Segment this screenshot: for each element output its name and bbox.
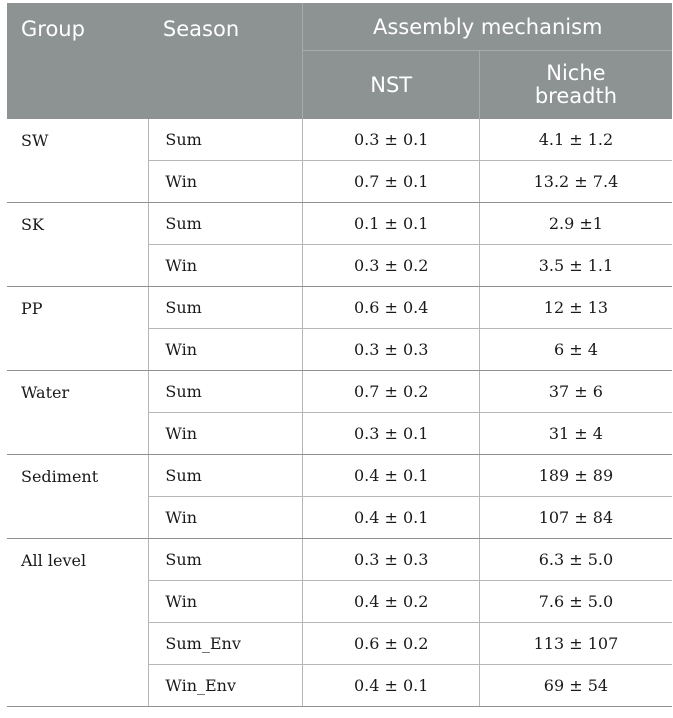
nst-cell: 0.6 ± 0.2: [302, 622, 480, 665]
table-row: Sum_Env 0.6 ± 0.2 113 ± 107: [7, 622, 672, 665]
table-row: Win 0.3 ± 0.2 3.5 ± 1.1: [7, 244, 672, 287]
nst-cell: 0.4 ± 0.1: [302, 664, 480, 707]
table-header: Group Season Assembly mechanism NST Nich…: [7, 3, 672, 119]
table-row: SW Sum 0.3 ± 0.1 4.1 ± 1.2: [7, 119, 672, 203]
nst-cell: 0.4 ± 0.1: [302, 454, 480, 497]
table-row: All level Sum 0.3 ± 0.3 6.3 ± 5.0: [7, 538, 672, 707]
nst-cell: 0.6 ± 0.4: [302, 286, 480, 329]
niche-breadth-cell: 113 ± 107: [478, 622, 672, 665]
group-cell: SW: [7, 119, 149, 203]
nst-cell: 0.7 ± 0.1: [302, 160, 480, 203]
niche-breadth-cell: 6.3 ± 5.0: [478, 538, 672, 581]
nst-cell: 0.3 ± 0.1: [302, 412, 480, 455]
niche-breadth-cell: 3.5 ± 1.1: [478, 244, 672, 287]
group-cell: Water: [7, 370, 149, 455]
nst-cell: 0.3 ± 0.1: [302, 119, 480, 161]
niche-breadth-cell: 189 ± 89: [478, 454, 672, 497]
niche-breadth-cell: 31 ± 4: [478, 412, 672, 455]
niche-breadth-cell: 37 ± 6: [478, 370, 672, 413]
header-group: Group: [7, 3, 149, 119]
nst-cell: 0.7 ± 0.2: [302, 370, 480, 413]
season-cell: Sum: [148, 370, 303, 413]
season-cell: Sum: [148, 538, 303, 581]
season-cell: Win: [148, 412, 303, 455]
table-row: Win 0.7 ± 0.1 13.2 ± 7.4: [7, 160, 672, 203]
niche-breadth-cell: 2.9 ±1: [478, 202, 672, 245]
season-cell: Win: [148, 496, 303, 539]
group-cell: SK: [7, 202, 149, 287]
nst-cell: 0.4 ± 0.1: [302, 496, 480, 539]
table-row: Win 0.3 ± 0.3 6 ± 4: [7, 328, 672, 371]
header-season: Season: [148, 3, 303, 119]
header-niche-line1: Niche: [546, 61, 606, 85]
table-row: Win 0.3 ± 0.1 31 ± 4: [7, 412, 672, 455]
group-cell: Sediment: [7, 454, 149, 539]
group-cell: All level: [7, 538, 149, 707]
assembly-table: Group Season Assembly mechanism NST Nich…: [7, 3, 672, 707]
niche-breadth-cell: 12 ± 13: [478, 286, 672, 329]
table-row: Win 0.4 ± 0.1 107 ± 84: [7, 496, 672, 539]
header-assembly-mechanism: Assembly mechanism: [302, 3, 672, 51]
table-row: SK Sum 0.1 ± 0.1 2.9 ±1: [7, 202, 672, 287]
season-cell: Win: [148, 244, 303, 287]
season-cell: Win_Env: [148, 664, 303, 707]
nst-cell: 0.3 ± 0.3: [302, 538, 480, 581]
nst-cell: 0.3 ± 0.3: [302, 328, 480, 371]
season-cell: Win: [148, 160, 303, 203]
niche-breadth-cell: 107 ± 84: [478, 496, 672, 539]
season-cell: Sum: [148, 119, 303, 161]
season-cell: Win: [148, 328, 303, 371]
table-body: SW Sum 0.3 ± 0.1 4.1 ± 1.2 Win 0.7 ± 0.1 13.2 …: [7, 119, 672, 707]
season-cell: Sum_Env: [148, 622, 303, 665]
season-cell: Win: [148, 580, 303, 623]
niche-breadth-cell: 13.2 ± 7.4: [478, 160, 672, 203]
niche-breadth-cell: 69 ± 54: [478, 664, 672, 707]
niche-breadth-cell: 4.1 ± 1.2: [478, 119, 672, 161]
season-cell: Sum: [148, 202, 303, 245]
nst-cell: 0.3 ± 0.2: [302, 244, 480, 287]
niche-breadth-cell: 6 ± 4: [478, 328, 672, 371]
season-cell: Sum: [148, 454, 303, 497]
table-row: Water Sum 0.7 ± 0.2 37 ± 6: [7, 370, 672, 455]
table-row: PP Sum 0.6 ± 0.4 12 ± 13: [7, 286, 672, 371]
table-row: Sediment Sum 0.4 ± 0.1 189 ± 89: [7, 454, 672, 539]
header-nst: NST: [302, 50, 480, 119]
table-row: Win_Env 0.4 ± 0.1 69 ± 54: [7, 664, 672, 707]
nst-cell: 0.4 ± 0.2: [302, 580, 480, 623]
group-cell: PP: [7, 286, 149, 371]
table-row: Win 0.4 ± 0.2 7.6 ± 5.0: [7, 580, 672, 623]
header-niche-line2: breadth: [534, 84, 618, 108]
season-cell: Sum: [148, 286, 303, 329]
niche-breadth-cell: 7.6 ± 5.0: [478, 580, 672, 623]
nst-cell: 0.1 ± 0.1: [302, 202, 480, 245]
header-niche-breadth: Niche breadth: [478, 50, 672, 119]
